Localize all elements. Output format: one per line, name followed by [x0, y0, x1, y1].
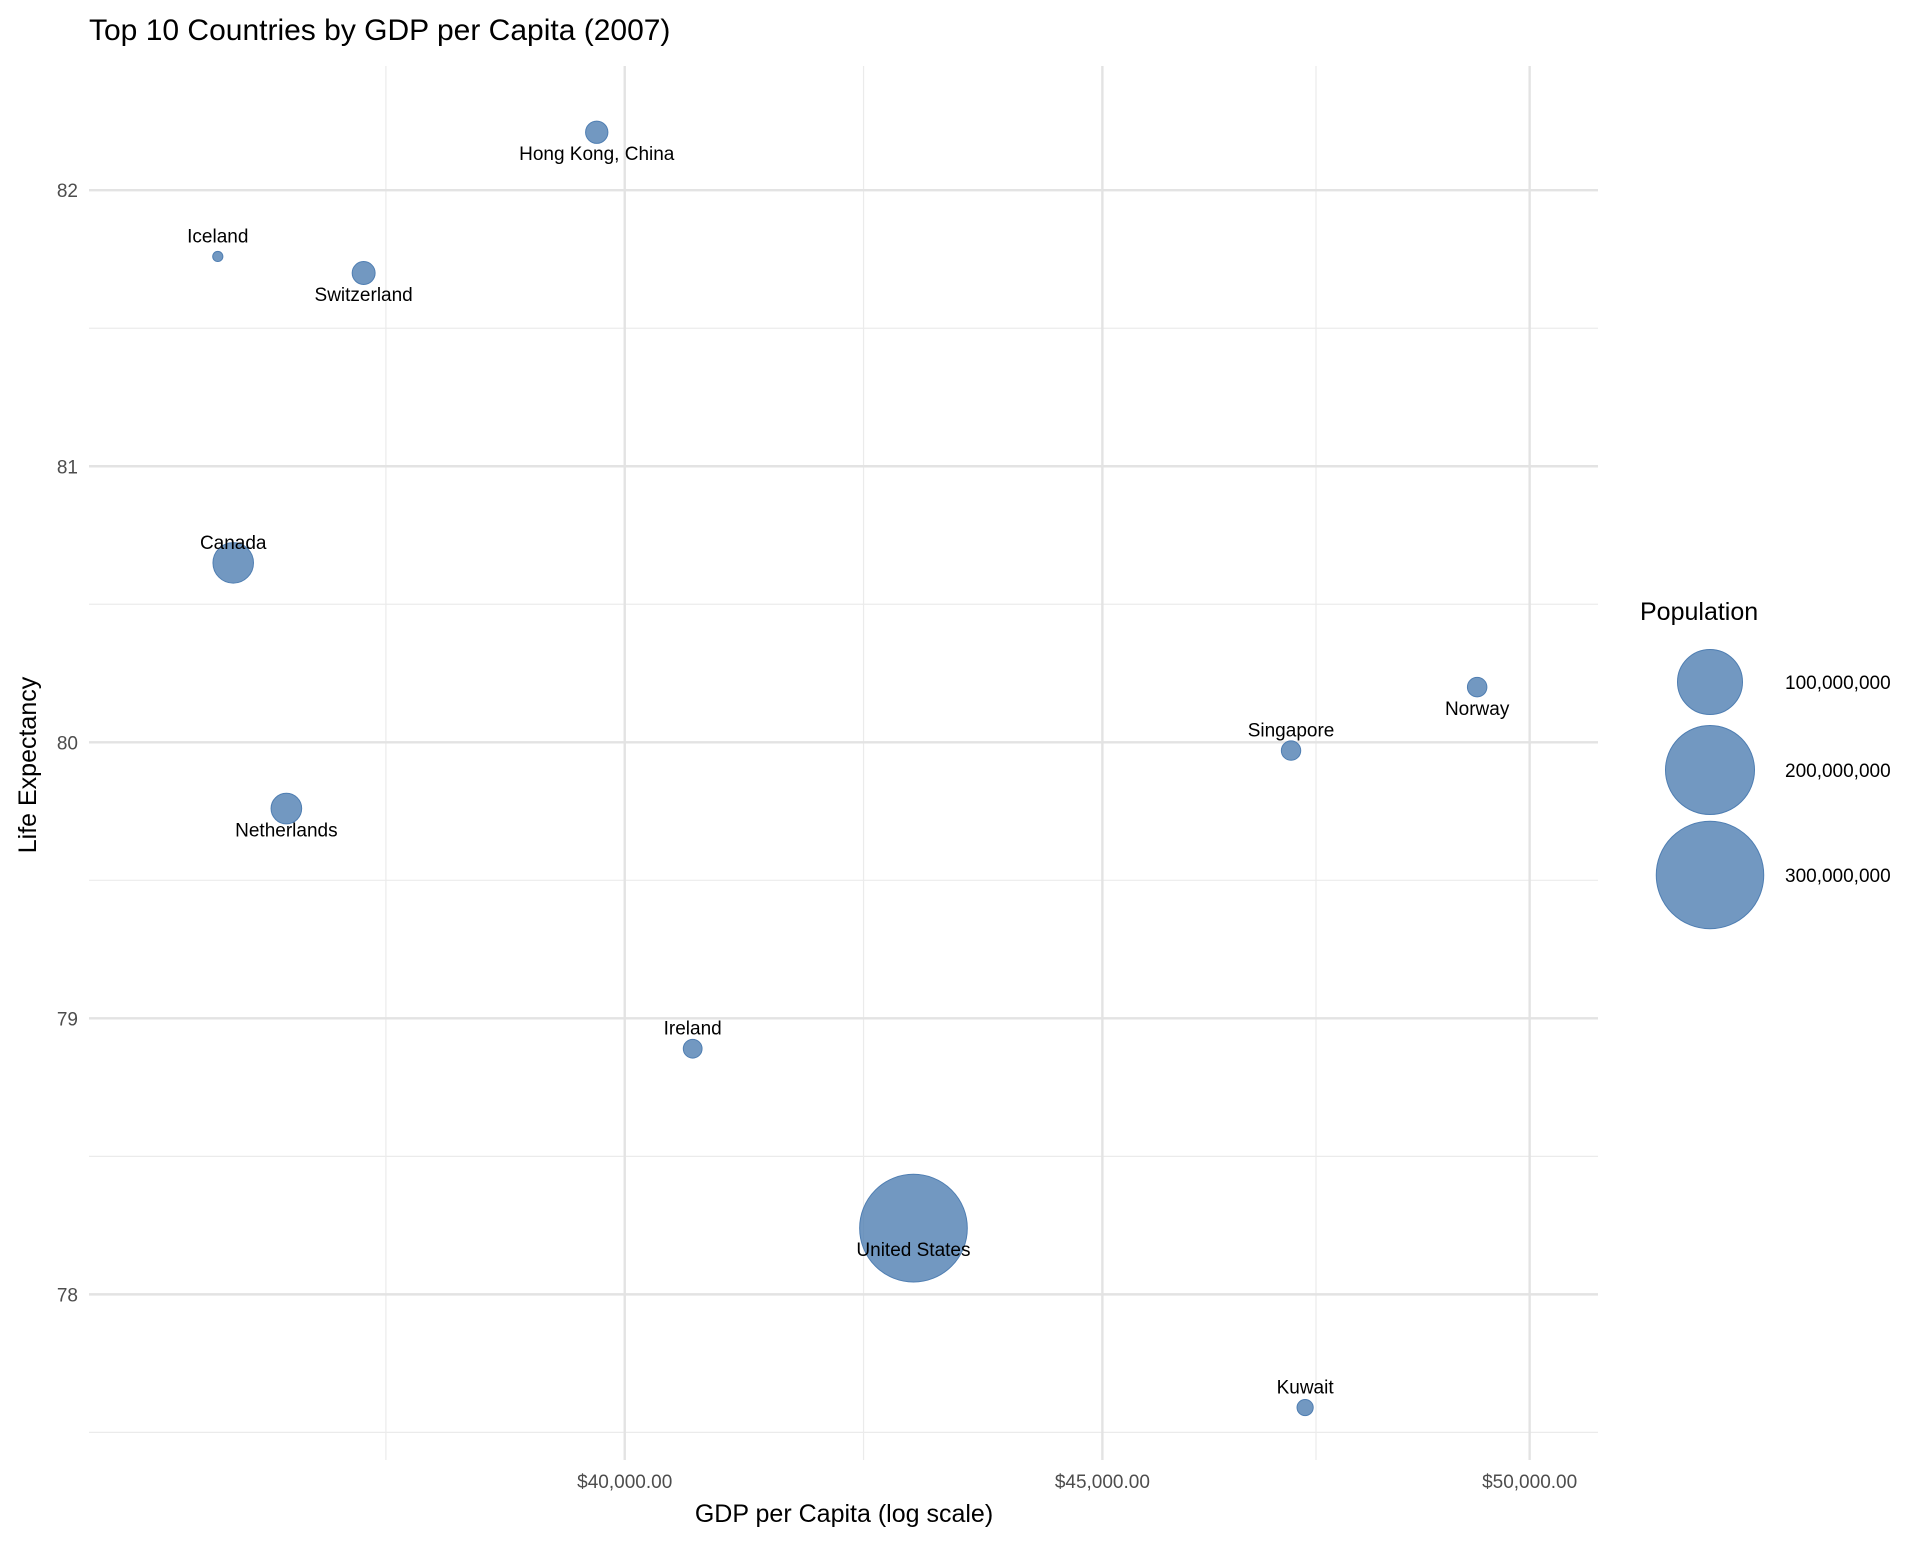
y-tick-label: 79: [57, 1009, 78, 1030]
legend: Population 100,000,000 200,000,000 300,000…: [1640, 598, 1891, 930]
x-tick-label: $45,000.00: [1055, 1472, 1150, 1493]
data-point: [682, 1038, 703, 1059]
y-tick-label: 78: [57, 1285, 78, 1306]
legend-key: [1664, 724, 1756, 816]
data-point: [212, 250, 224, 263]
point-label: Canada: [200, 533, 267, 554]
axis-layer: 78 79 80 81 82 $40,000.00 $45,000.00 $50,000.00: [57, 181, 1577, 1493]
point-label: Singapore: [1248, 721, 1335, 742]
data-point: [1280, 740, 1302, 761]
point-label: Norway: [1445, 699, 1510, 720]
x-tick-label: $40,000.00: [577, 1472, 672, 1493]
legend-key: [1677, 649, 1743, 715]
y-tick-label: 82: [57, 181, 78, 202]
point-label: United States: [856, 1240, 970, 1261]
data-point: [212, 542, 254, 584]
legend-label: 300,000,000: [1785, 866, 1891, 887]
point-label: Switzerland: [315, 285, 413, 306]
data-point: [351, 261, 376, 286]
points-layer: [212, 120, 1488, 1417]
data-point: [1296, 1398, 1314, 1417]
point-label: Hong Kong, China: [519, 144, 675, 165]
point-label: Kuwait: [1277, 1378, 1335, 1399]
legend-label: 100,000,000: [1785, 673, 1891, 694]
data-point: [270, 792, 303, 825]
point-label: Iceland: [187, 226, 248, 247]
data-point: [1466, 676, 1488, 698]
y-axis-title: Life Expectancy: [14, 676, 42, 853]
chart-title: Top 10 Countries by GDP per Capita (2007…: [89, 14, 670, 47]
point-label: Netherlands: [235, 821, 337, 842]
x-axis-title: GDP per Capita (log scale): [695, 1500, 993, 1528]
x-tick-label: $50,000.00: [1482, 1472, 1577, 1493]
legend-title: Population: [1640, 598, 1758, 626]
y-tick-label: 81: [57, 457, 78, 478]
grid-layer: [89, 66, 1598, 1460]
point-label: Ireland: [664, 1019, 722, 1040]
point-labels-layer: Hong Kong, China Iceland Switzerland Canada…: [187, 144, 1510, 1398]
legend-key: [1655, 820, 1765, 930]
y-tick-label: 80: [57, 733, 78, 754]
data-point: [585, 120, 609, 144]
legend-label: 200,000,000: [1785, 761, 1891, 782]
data-point: [859, 1173, 968, 1283]
